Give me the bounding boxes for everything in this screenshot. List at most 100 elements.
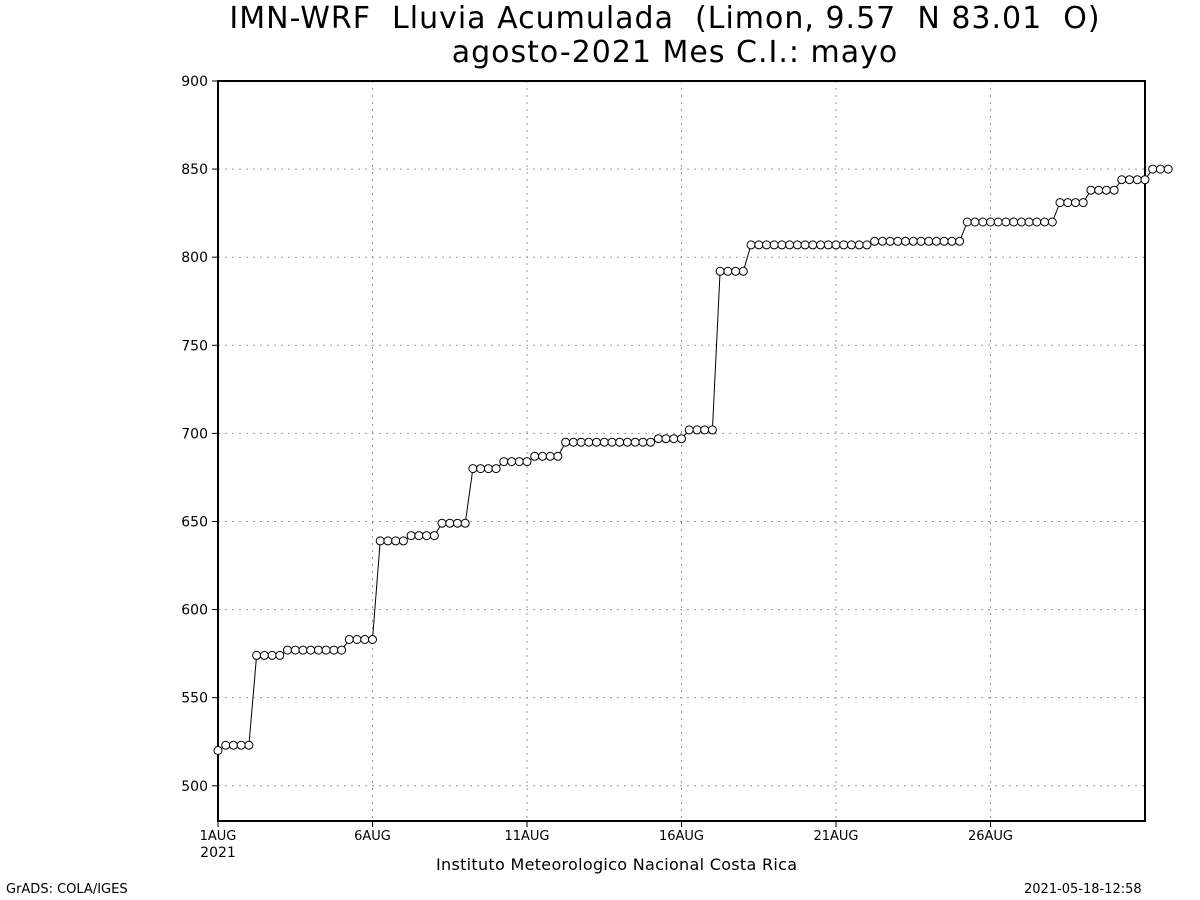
x-tick-label: 6AUG <box>354 829 391 844</box>
y-tick-label: 900 <box>181 74 208 90</box>
data-point <box>352 635 362 644</box>
x-tick-label: 1AUG <box>200 829 237 844</box>
data-point <box>1086 185 1096 195</box>
data-point <box>893 236 903 246</box>
data-point <box>553 451 563 461</box>
data-point <box>368 635 377 644</box>
data-point <box>677 434 686 444</box>
data-point <box>962 217 972 227</box>
data-point <box>491 464 501 474</box>
data-point <box>1040 217 1050 227</box>
data-point <box>908 236 918 246</box>
data-point <box>939 236 949 246</box>
data-point <box>1063 198 1073 208</box>
data-point <box>862 240 872 250</box>
data-point <box>1071 198 1080 208</box>
data-point <box>267 650 277 660</box>
data-point <box>630 437 640 447</box>
x-tick-label: 21AUG <box>813 829 858 844</box>
x-tick-label: 26AUG <box>968 829 1013 844</box>
data-point <box>731 266 741 276</box>
data-point <box>738 266 748 276</box>
data-point <box>313 645 323 655</box>
data-point <box>792 240 802 250</box>
data-point <box>978 217 988 227</box>
data-point <box>545 451 555 461</box>
data-point <box>986 217 995 227</box>
data-point <box>298 645 308 655</box>
data-point <box>1047 217 1057 227</box>
data-point <box>1001 217 1011 227</box>
data-point <box>1024 217 1034 227</box>
data-point <box>344 635 354 644</box>
data-point <box>622 437 632 447</box>
data-point <box>360 635 370 644</box>
data-point <box>746 240 756 250</box>
data-point <box>252 650 262 660</box>
data-point <box>877 236 887 246</box>
data-point <box>522 457 532 467</box>
data-point <box>228 740 238 750</box>
data-point <box>530 451 540 461</box>
data-point <box>406 531 416 541</box>
plot-frame <box>217 80 1146 822</box>
data-point <box>568 437 578 447</box>
data-point <box>236 740 246 750</box>
data-markers <box>213 164 1173 755</box>
x-tick-label: 11AUG <box>504 829 549 844</box>
data-point <box>259 650 269 660</box>
data-point <box>916 236 926 246</box>
chart-subtitle: agosto-2021 Mes C.I.: mayo <box>451 35 899 70</box>
data-point <box>1132 175 1142 185</box>
data-point <box>1101 185 1111 195</box>
y-tick-label: 700 <box>181 426 208 442</box>
series-line <box>217 168 1169 751</box>
data-point <box>514 457 524 467</box>
y-tick-label: 750 <box>181 338 208 354</box>
data-point <box>383 536 393 546</box>
data-point <box>707 425 717 435</box>
data-point <box>437 518 447 528</box>
data-point <box>607 437 617 447</box>
data-point <box>1032 217 1042 227</box>
data-point <box>661 434 671 444</box>
data-point <box>901 236 910 246</box>
data-point <box>823 240 833 250</box>
data-point <box>870 236 880 246</box>
data-point <box>592 437 601 447</box>
data-point <box>337 645 347 655</box>
y-tick-label: 550 <box>181 691 208 707</box>
data-point <box>584 437 594 447</box>
data-point <box>1055 198 1065 208</box>
data-point <box>924 236 934 246</box>
data-point <box>692 425 702 435</box>
data-point <box>391 536 401 546</box>
data-point <box>854 240 864 250</box>
data-point <box>499 457 509 467</box>
software-credit: GrADS: COLA/IGES <box>6 882 128 897</box>
data-point <box>445 518 455 528</box>
data-point <box>808 240 818 250</box>
y-tick-label: 600 <box>181 603 208 619</box>
data-point <box>615 437 625 447</box>
data-point <box>700 425 710 435</box>
data-point <box>831 240 841 250</box>
data-point <box>638 437 648 447</box>
data-point <box>306 645 316 655</box>
y-tick-label: 800 <box>181 250 208 266</box>
data-point <box>221 740 231 750</box>
data-point <box>684 425 694 435</box>
x-tick-label: 16AUG <box>659 829 704 844</box>
data-point <box>993 217 1003 227</box>
data-point <box>777 240 787 250</box>
data-point <box>1155 164 1165 174</box>
data-point <box>785 240 795 250</box>
data-point <box>1140 175 1150 185</box>
institution-label: Instituto Meteorologico Nacional Costa R… <box>436 855 798 874</box>
data-point <box>422 531 432 541</box>
data-point <box>283 645 292 655</box>
data-point <box>839 240 849 250</box>
data-point <box>538 451 547 461</box>
